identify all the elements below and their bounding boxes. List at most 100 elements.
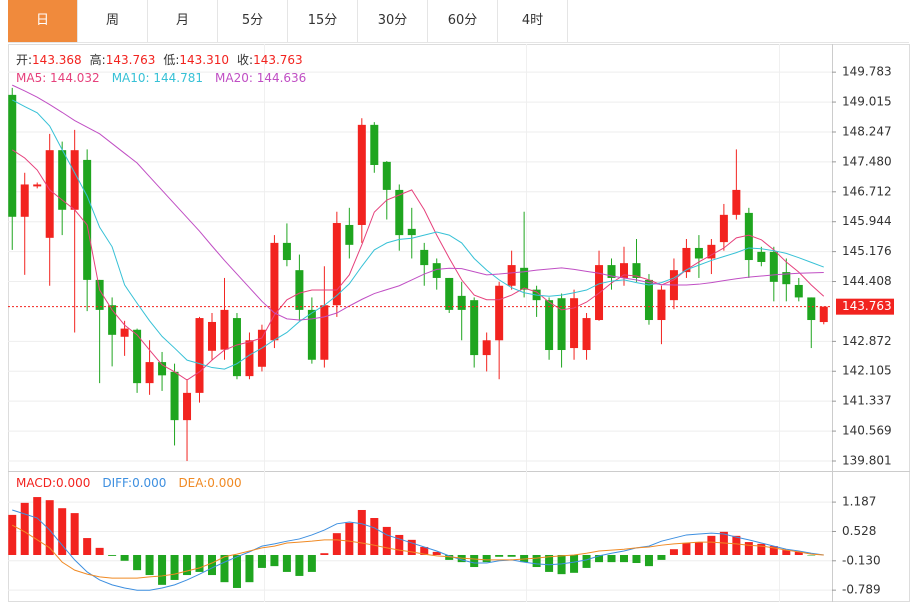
- candle-body: [432, 263, 441, 278]
- tab[interactable]: 60分: [428, 0, 498, 42]
- macd-bar: [33, 497, 42, 555]
- info-label: 开:: [16, 53, 32, 67]
- legend-entry: MA5: 144.032: [16, 71, 100, 85]
- macd-bar: [170, 554, 179, 580]
- macd-bar: [407, 539, 416, 555]
- tab[interactable]: 4时: [498, 0, 568, 42]
- macd-bar: [295, 554, 304, 576]
- y-tick-label: 149.783: [842, 65, 892, 79]
- candle-body: [58, 150, 67, 210]
- macd-bar: [83, 538, 92, 555]
- tab[interactable]: 周: [78, 0, 148, 42]
- macd-bar: [782, 550, 791, 555]
- candle-body: [407, 228, 416, 236]
- macd-bar: [470, 554, 479, 568]
- candle-body: [158, 362, 167, 376]
- candle-body: [732, 189, 741, 215]
- macd-bar: [70, 513, 79, 555]
- macd-bar: [45, 500, 54, 555]
- y-tick-label: 142.872: [842, 334, 892, 348]
- y-tick-label: 141.337: [842, 394, 892, 408]
- candle-body: [657, 289, 666, 321]
- candle-body: [445, 277, 454, 310]
- candle-body: [807, 297, 816, 321]
- macd-bar: [345, 522, 354, 555]
- ma-line: [12, 84, 824, 321]
- tab[interactable]: 5分: [218, 0, 288, 42]
- macd-line: [12, 524, 824, 579]
- macd-bar: [395, 534, 404, 555]
- macd-bar: [183, 554, 192, 576]
- macd-bar: [8, 514, 17, 555]
- macd-bar: [694, 542, 703, 555]
- macd-bar: [507, 554, 516, 557]
- legend-entry: MACD:0.000: [16, 476, 90, 490]
- candle-body: [270, 242, 279, 341]
- candle-body: [208, 321, 216, 351]
- candle-body: [8, 94, 17, 217]
- tab[interactable]: 15分: [288, 0, 358, 42]
- candle-body: [357, 124, 366, 225]
- macd-bar: [595, 554, 604, 563]
- candle-body: [819, 306, 828, 323]
- tab[interactable]: 月: [148, 0, 218, 42]
- candle-body: [507, 265, 516, 286]
- candle-body: [557, 298, 566, 351]
- candle-body: [195, 318, 204, 393]
- candle-body: [382, 161, 391, 190]
- y-tick-label: 147.480: [842, 154, 892, 168]
- y-tick-label: 145.944: [842, 214, 892, 228]
- macd-bar: [320, 553, 329, 555]
- candle-body: [520, 267, 529, 290]
- candle-body: [682, 247, 691, 273]
- legend-entry: MA20: 144.636: [215, 71, 306, 85]
- macd-bar: [545, 554, 554, 572]
- macd-bar: [270, 554, 279, 567]
- ohlc-info: 开:143.368 高:143.763 低:143.310 收:143.763: [16, 52, 303, 67]
- macd-bar: [582, 554, 591, 568]
- tab[interactable]: 日: [8, 0, 78, 42]
- y-tick-label: 1.187: [842, 495, 876, 509]
- candle-body: [420, 249, 429, 266]
- y-tick-label: -0.130: [842, 553, 881, 567]
- macd-bar: [245, 554, 254, 583]
- current-price-box: [836, 298, 894, 315]
- candle-body: [295, 270, 304, 310]
- candle-body: [582, 318, 591, 351]
- candle-body: [620, 263, 628, 278]
- macd-bar: [432, 551, 441, 555]
- y-tick-label: 0.528: [842, 524, 876, 538]
- macd-bar: [133, 554, 142, 571]
- candle-body: [607, 265, 616, 278]
- candle-body: [457, 295, 466, 310]
- y-tick-label: 146.712: [842, 184, 892, 198]
- candle-body: [332, 223, 341, 306]
- macd-bar: [707, 535, 716, 555]
- candle-body: [345, 224, 354, 245]
- info-value: 143.763: [253, 53, 303, 67]
- info-value: 143.763: [106, 53, 156, 67]
- candle-body: [370, 124, 379, 165]
- candle-body: [83, 159, 92, 280]
- macd-bar: [620, 554, 628, 563]
- macd-bar: [95, 547, 104, 555]
- candle-body: [482, 340, 491, 356]
- macd-bar: [195, 554, 204, 572]
- macd-bar: [570, 554, 579, 573]
- tab[interactable]: 30分: [358, 0, 428, 42]
- candle-body: [70, 150, 79, 210]
- macd-bar: [794, 551, 803, 555]
- macd-bar: [108, 554, 117, 556]
- candle-body: [694, 247, 703, 259]
- candle-body: [170, 371, 179, 421]
- macd-bar: [482, 554, 491, 563]
- macd-bar: [644, 554, 653, 567]
- y-tick-label: 140.569: [842, 424, 892, 438]
- candle-body: [232, 318, 241, 377]
- y-tick-label: 144.408: [842, 274, 892, 288]
- macd-bar: [557, 554, 566, 575]
- macd-bar: [158, 554, 167, 585]
- legend: MACD:0.000 DIFF:0.000 DEA:0.000: [16, 476, 242, 490]
